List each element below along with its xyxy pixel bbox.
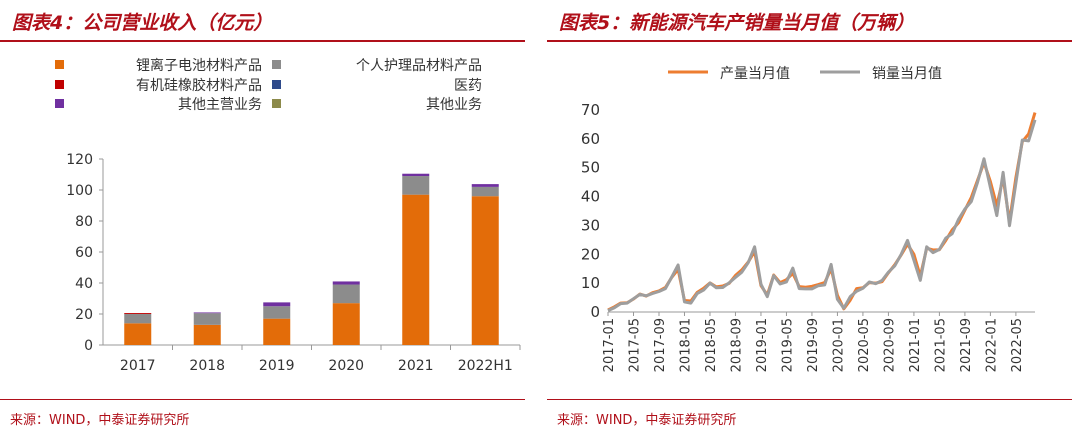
- bar-segment: [332, 284, 360, 304]
- x-tick-label: 2017-09: [653, 318, 668, 372]
- x-tick-label: 2020-09: [882, 318, 897, 372]
- nev-source-note: 来源：WIND，中泰证券研究所: [557, 413, 737, 428]
- y-tick-label: 100: [66, 183, 93, 199]
- bar-segment: [263, 306, 291, 319]
- nev-chart-title: 图表5：新能源汽车产销量当月值（万辆）: [559, 12, 915, 34]
- bar-segment: [124, 323, 152, 345]
- y-tick-label: 20: [581, 245, 600, 263]
- revenue-source-note: 来源：WIND，中泰证券研究所: [10, 413, 190, 428]
- legend-swatch: [272, 99, 281, 108]
- legend-swatch: [55, 60, 64, 69]
- legend-label: 有机硅橡胶材料产品: [136, 77, 262, 94]
- bar-segment: [124, 313, 152, 314]
- x-tick-label: 2019-09: [806, 318, 821, 372]
- y-tick-label: 30: [581, 216, 600, 234]
- legend-swatch: [272, 80, 281, 89]
- x-tick-label: 2018-01: [678, 318, 693, 372]
- x-tick-label: 2021: [398, 358, 434, 374]
- bar-segment: [193, 324, 221, 345]
- bar-segment: [402, 176, 430, 195]
- x-tick-label: 2022-05: [1010, 318, 1025, 372]
- bar-segment: [193, 313, 221, 325]
- bar-segment: [402, 173, 430, 177]
- legend-label: 产量当月值: [720, 66, 790, 82]
- bar-segment: [332, 281, 360, 285]
- revenue-chart-title: 图表4：公司营业收入（亿元）: [12, 12, 273, 34]
- y-tick-label: 0: [84, 338, 93, 354]
- x-tick-label: 2022H1: [458, 358, 513, 374]
- y-tick-label: 20: [75, 307, 93, 323]
- bar-segment: [332, 303, 360, 345]
- x-tick-label: 2018-05: [704, 318, 719, 372]
- x-tick-label: 2019-01: [755, 318, 770, 372]
- x-tick-label: 2017-01: [602, 318, 617, 372]
- legend-swatch: [55, 99, 64, 108]
- x-tick-label: 2020-05: [857, 318, 872, 372]
- x-tick-label: 2022-01: [984, 318, 999, 372]
- nev-figure: 图表5：新能源汽车产销量当月值（万辆） 产量当月值 销量当月值 0 10 20 30 40 5…: [547, 0, 1072, 435]
- legend-label: 销量当月值: [872, 66, 942, 82]
- bar-segment: [263, 302, 291, 307]
- x-tick-label: 2020-01: [831, 318, 846, 372]
- source-rule: [547, 399, 1072, 400]
- legend-label: 个人护理品材料产品: [356, 58, 482, 74]
- series-line: [607, 119, 1037, 312]
- nev-line-chart: 产量当月值 销量当月值 0 10 20 30 40 50 60 70 2017-01 2017-05 2…: [581, 66, 1037, 372]
- y-tick-label: 80: [75, 214, 93, 230]
- x-tick-label: 2018: [189, 358, 225, 374]
- y-tick-label: 0: [590, 303, 600, 321]
- source-rule: [0, 399, 525, 400]
- bar-segment: [402, 194, 430, 345]
- y-tick-label: 60: [581, 130, 600, 148]
- x-tick-label: 2019-05: [780, 318, 795, 372]
- title-rule: [0, 40, 525, 42]
- x-tick-label: 2017-05: [627, 318, 642, 372]
- y-tick-label: 70: [581, 101, 600, 119]
- legend-label: 其他主营业务: [178, 97, 262, 113]
- x-tick-label: 2019: [259, 358, 295, 374]
- x-tick-label: 2017: [120, 358, 156, 374]
- legend-swatch: [55, 80, 64, 89]
- y-tick-label: 40: [581, 188, 600, 206]
- bar-segment: [471, 196, 499, 345]
- y-tick-label: 40: [75, 276, 93, 292]
- x-tick-label: 2018-09: [729, 318, 744, 372]
- bar-segment: [471, 184, 499, 187]
- x-tick-label: 2021-01: [908, 318, 923, 372]
- title-rule: [547, 40, 1072, 42]
- x-tick-label: 2021-09: [959, 318, 974, 372]
- revenue-figure: 图表4：公司营业收入（亿元） 锂离子电池材料产品 个人护理品材料产品有机硅橡胶材料…: [0, 0, 525, 435]
- x-tick-label: 2021-05: [933, 318, 948, 372]
- legend-swatch: [272, 60, 281, 69]
- bar-segment: [471, 186, 499, 197]
- y-tick-label: 50: [581, 159, 600, 177]
- legend-label: 锂离子电池材料产品: [136, 57, 262, 74]
- bar-segment: [124, 314, 152, 324]
- legend-label: 医药: [454, 78, 482, 94]
- bar-segment: [263, 318, 291, 345]
- series-line: [607, 112, 1037, 312]
- legend-label: 其他业务: [426, 97, 482, 113]
- y-tick-label: 120: [66, 152, 93, 168]
- y-tick-label: 10: [581, 274, 600, 292]
- bar-segment: [193, 312, 221, 314]
- x-tick-label: 2020: [328, 358, 364, 374]
- y-tick-label: 60: [75, 245, 93, 261]
